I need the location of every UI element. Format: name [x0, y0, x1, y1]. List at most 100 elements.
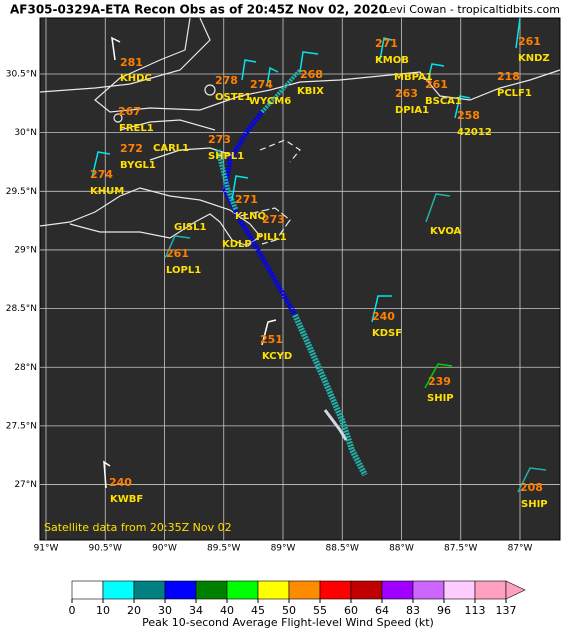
colorbar-segment — [257, 580, 290, 600]
station-id: BSCA1 — [425, 96, 462, 107]
colorbar-segment — [443, 580, 476, 600]
station-value: 271 — [375, 37, 398, 50]
colorbar-segment — [164, 580, 197, 600]
station-value: 272 — [120, 142, 143, 155]
lon-label: 88°W — [389, 544, 414, 554]
station-value: 240 — [372, 310, 395, 323]
station-id: SHIP — [427, 393, 454, 404]
colorbar-segment — [412, 580, 445, 600]
colorbar-tick-label: 10 — [96, 604, 110, 617]
lon-label: 91°W — [34, 544, 59, 554]
lon-label: 87°W — [508, 544, 533, 554]
station-id: KLNQ — [235, 211, 266, 222]
lon-label: 88.5°W — [326, 544, 360, 554]
title: AF305-0329A-ETA Recon Obs as of 20:45Z N… — [10, 3, 387, 17]
station-id: PILL1 — [256, 232, 287, 243]
station-id: KCYD — [262, 351, 292, 362]
station-id: KHDC — [120, 73, 152, 84]
lat-label: 27°N — [14, 480, 37, 490]
station-id: 42012 — [457, 127, 492, 138]
lon-label: 89°W — [271, 544, 296, 554]
station-value: 273 — [262, 213, 285, 226]
station-value: 261 — [518, 35, 541, 48]
wind-barbs — [91, 17, 547, 493]
colorbar-extension — [505, 580, 526, 600]
lat-label: 30.5°N — [6, 70, 37, 80]
flight-track — [215, 68, 368, 477]
colorbar-tick-label: 137 — [496, 604, 517, 617]
station-value: 263 — [395, 87, 418, 100]
credit: Levi Cowan - tropicaltidbits.com — [384, 3, 560, 16]
colorbar-segment — [226, 580, 259, 600]
station-value: 261 — [166, 247, 189, 260]
lat-label: 30°N — [14, 128, 37, 138]
station-value: 271 — [235, 193, 258, 206]
station-value: 258 — [457, 109, 480, 122]
coastline — [39, 17, 561, 247]
station-id: CARL1 — [153, 143, 189, 154]
lat-label: 29°N — [14, 245, 37, 255]
station-value: 278 — [215, 74, 238, 87]
colorbar-tick-label: 60 — [344, 604, 358, 617]
station-value: 274 — [90, 168, 113, 181]
station-value: 281 — [120, 56, 143, 69]
station-id: KHUM — [90, 186, 124, 197]
station-id: GISL1 — [174, 222, 207, 233]
colorbar-segment — [195, 580, 228, 600]
footnote: Satellite data from 20:35Z Nov 02 — [44, 521, 232, 534]
station-value: 267 — [118, 105, 141, 118]
colorbar-segment — [381, 580, 414, 600]
colorbar-tick-label: 83 — [406, 604, 420, 617]
lat-label: 28.5°N — [6, 304, 37, 314]
station-value: 274 — [250, 78, 273, 91]
colorbar-tick-label: 50 — [282, 604, 296, 617]
station-id: KNDZ — [518, 53, 550, 64]
lat-label: 27.5°N — [6, 421, 37, 431]
station-id: BYGL1 — [120, 160, 156, 171]
colorbar-segment — [71, 580, 104, 600]
station-value: 218 — [497, 70, 520, 83]
station-value: 240 — [109, 476, 132, 489]
station-id: KDLP — [222, 239, 252, 250]
station-id: LOPL1 — [166, 265, 201, 276]
colorbar-label: Peak 10-second Average Flight-level Wind… — [142, 616, 434, 629]
colorbar-segment — [133, 580, 166, 600]
station-id: DPIA1 — [395, 105, 429, 116]
colorbar-tick-label: 20 — [127, 604, 141, 617]
map-frame — [39, 17, 561, 541]
station-id: KVOA — [430, 226, 462, 237]
station-id: PCLF1 — [497, 88, 532, 99]
station-id: MBPA1 — [394, 72, 433, 83]
lon-label: 89.5°W — [207, 544, 241, 554]
colorbar-tick-label: 96 — [437, 604, 451, 617]
colorbar-segment — [319, 580, 352, 600]
station-id: SHIP — [521, 499, 548, 510]
lon-label: 87.5°W — [444, 544, 478, 554]
station-id: WYCM6 — [249, 96, 291, 107]
lon-label: 90°W — [152, 544, 177, 554]
colorbar-tick-label: 55 — [313, 604, 327, 617]
station-value: 208 — [520, 481, 543, 494]
colorbar-segment — [102, 580, 135, 600]
colorbar-tick-label: 45 — [251, 604, 265, 617]
colorbar-tick-label: 113 — [465, 604, 486, 617]
lat-label: 28°N — [14, 363, 37, 373]
colorbar-tick-label: 30 — [158, 604, 172, 617]
station-value: 261 — [425, 78, 448, 91]
colorbar-segment — [350, 580, 383, 600]
station-value: 273 — [208, 133, 231, 146]
colorbar-tick-label: 64 — [375, 604, 389, 617]
station-id: SHPL1 — [208, 151, 244, 162]
station-id: OSTE1 — [215, 92, 251, 103]
station-id: KMOB — [375, 55, 409, 66]
lon-label: 90.5°W — [89, 544, 123, 554]
station-value: 268 — [300, 68, 323, 81]
colorbar-tick-label: 34 — [189, 604, 203, 617]
colorbar-segment — [288, 580, 321, 600]
lat-label: 29.5°N — [6, 187, 37, 197]
colorbar-segment — [474, 580, 507, 600]
station-id: KDSF — [372, 328, 402, 339]
station-id: KBIX — [297, 86, 324, 97]
colorbar-tick-label: 0 — [69, 604, 76, 617]
